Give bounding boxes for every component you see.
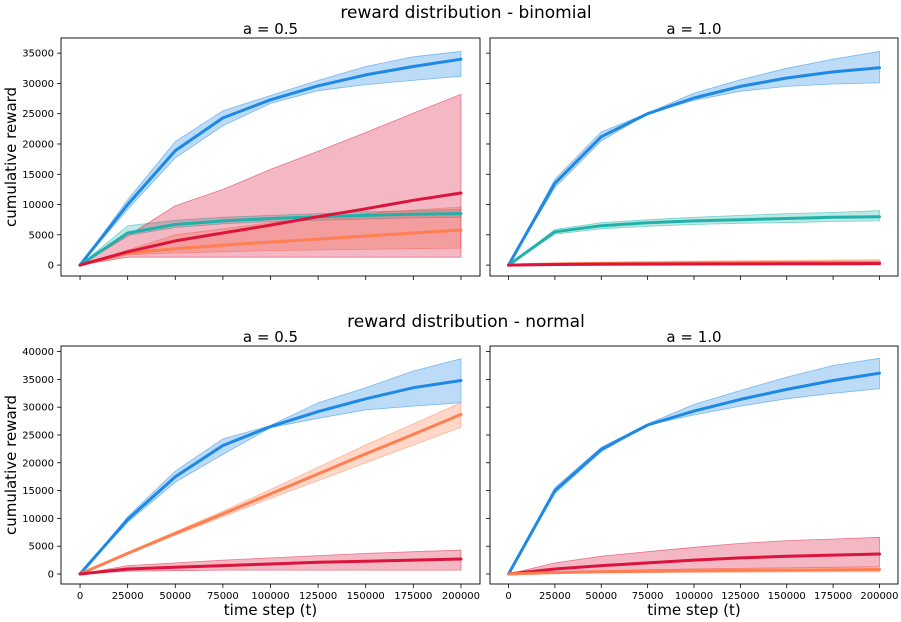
y-tick-label: 20000 xyxy=(22,139,54,150)
subplot-title: a = 1.0 xyxy=(666,20,721,38)
x-tick-label: 150000 xyxy=(768,591,806,602)
row-title: reward distribution - binomial xyxy=(340,3,591,23)
x-tick-label: 200000 xyxy=(442,591,480,602)
x-tick-label: 175000 xyxy=(394,591,432,602)
x-tick-label: 75000 xyxy=(207,591,239,602)
series-line xyxy=(78,379,463,576)
x-tick-label: 75000 xyxy=(632,591,664,602)
y-tick-label: 5000 xyxy=(29,542,54,553)
series-line xyxy=(78,212,463,267)
confidence-band xyxy=(79,549,462,575)
x-tick-label: 125000 xyxy=(299,591,337,602)
subplot: a = 1.0 0 25000 50000 75000 100000 125000 15000… xyxy=(486,328,899,619)
series-line xyxy=(78,557,463,576)
subplot: a = 0.5 0 5000 10000 15000 20000 25000 30000 350… xyxy=(22,328,481,619)
confidence-band xyxy=(79,50,462,266)
x-tick-label: 50000 xyxy=(159,591,191,602)
y-tick-label: 10000 xyxy=(22,200,54,211)
subplot-title: a = 1.0 xyxy=(666,328,721,346)
series-line xyxy=(78,412,463,576)
x-tick-label: 50000 xyxy=(585,591,617,602)
x-axis-label: time step (t) xyxy=(647,601,740,619)
series-line xyxy=(507,262,881,267)
row-title: reward distribution - normal xyxy=(347,312,585,332)
x-tick-label: 0 xyxy=(505,591,511,602)
series-line xyxy=(507,215,881,267)
y-tick-label: 25000 xyxy=(22,430,54,441)
y-tick-label: 5000 xyxy=(29,230,54,241)
series-line xyxy=(78,191,463,267)
x-tick-label: 175000 xyxy=(814,591,852,602)
x-tick-label: 0 xyxy=(77,591,83,602)
y-tick-label: 30000 xyxy=(22,403,54,414)
y-tick-label: 10000 xyxy=(22,514,54,525)
x-axis-label: time step (t) xyxy=(224,601,317,619)
y-tick-label: 15000 xyxy=(22,486,54,497)
y-tick-label: 35000 xyxy=(22,49,54,60)
series-line xyxy=(78,228,463,267)
y-tick-label: 0 xyxy=(48,261,54,272)
y-tick-label: 15000 xyxy=(22,170,54,181)
y-axis-label: cumulative reward xyxy=(2,87,20,227)
y-tick-label: 40000 xyxy=(22,347,54,358)
x-tick-label: 200000 xyxy=(860,591,898,602)
x-tick-label: 100000 xyxy=(675,591,713,602)
subplot-title: a = 0.5 xyxy=(243,20,298,38)
y-tick-label: 20000 xyxy=(22,458,54,469)
series-line xyxy=(507,66,881,267)
series-line xyxy=(507,371,881,576)
confidence-band xyxy=(79,93,462,266)
x-tick-label: 25000 xyxy=(539,591,571,602)
y-axis-label: cumulative reward xyxy=(2,395,20,535)
y-tick-label: 30000 xyxy=(22,79,54,90)
y-tick-label: 35000 xyxy=(22,375,54,386)
subplot-title: a = 0.5 xyxy=(243,328,298,346)
series-line xyxy=(507,552,881,576)
x-tick-label: 150000 xyxy=(347,591,385,602)
y-tick-label: 25000 xyxy=(22,109,54,120)
y-tick-label: 0 xyxy=(48,569,54,580)
x-tick-label: 100000 xyxy=(251,591,289,602)
subplot: a = 1.0 xyxy=(486,20,899,280)
series-line xyxy=(78,57,463,267)
x-tick-label: 125000 xyxy=(721,591,759,602)
series-line xyxy=(507,568,881,576)
subplot: a = 0.5 0 5000 10000 15000 20000 25000 30000 350… xyxy=(22,20,481,280)
x-tick-label: 25000 xyxy=(112,591,144,602)
